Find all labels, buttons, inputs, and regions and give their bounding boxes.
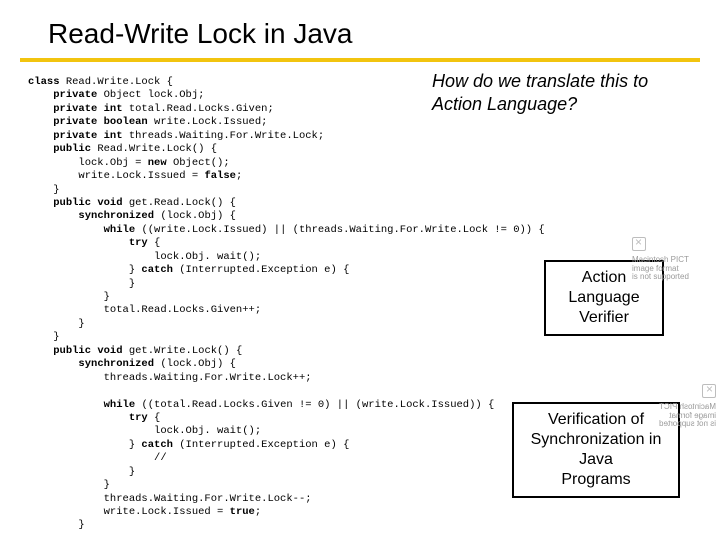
callout-question: How do we translate this to Action Langu…	[432, 70, 692, 115]
pict-placeholder-icon: Macintosh PICTimage formatis not support…	[636, 384, 716, 429]
pict-placeholder-text: Macintosh PICTimage formatis not support…	[659, 402, 716, 429]
pict-placeholder-text: Macintosh PICTimage formatis not support…	[632, 255, 689, 282]
content-area: class Read.Write.Lock { private Object l…	[0, 62, 720, 533]
page-title: Read-Write Lock in Java	[48, 18, 720, 50]
broken-image-icon	[632, 237, 646, 251]
pict-placeholder-icon: Macintosh PICTimage formatis not support…	[632, 237, 712, 282]
title-bar: Read-Write Lock in Java	[0, 0, 720, 58]
box-action-verifier-text: ActionLanguageVerifier	[568, 269, 639, 326]
broken-image-icon	[702, 384, 716, 398]
